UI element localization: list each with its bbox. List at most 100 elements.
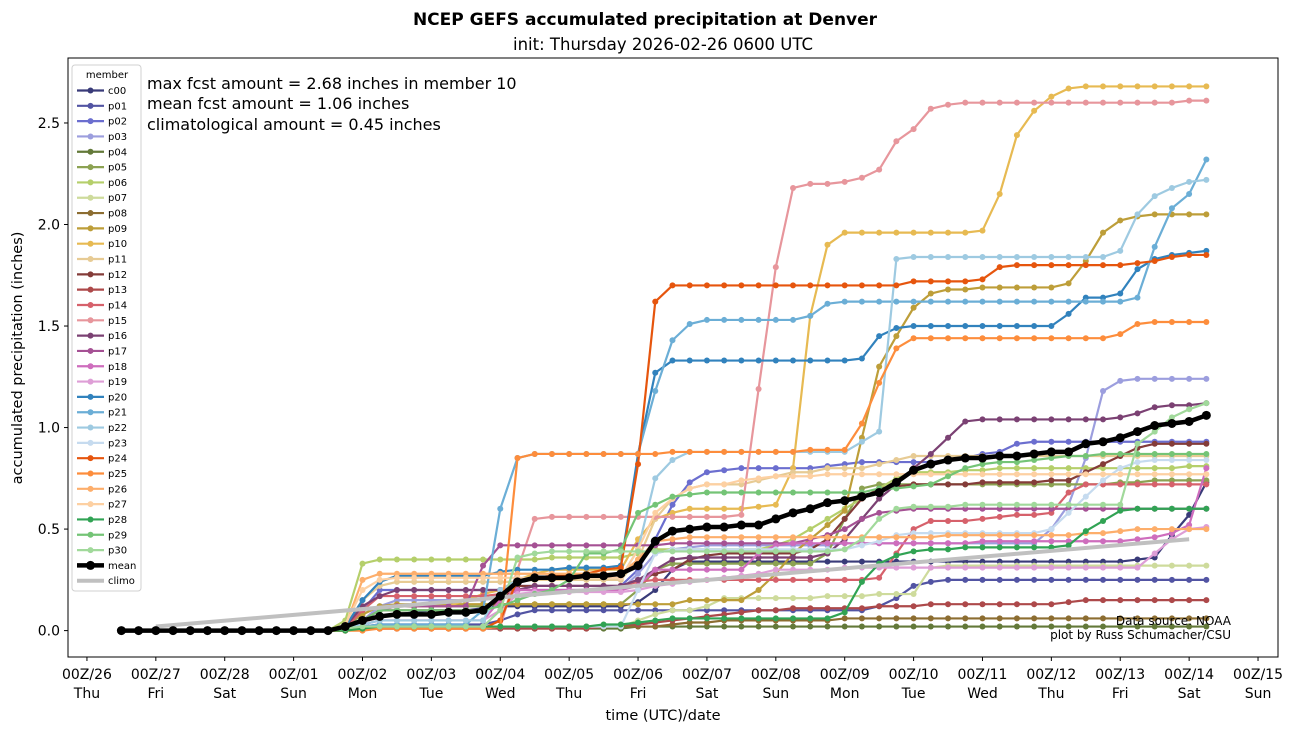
member-p24-point <box>1082 262 1089 269</box>
member-p25-point <box>1203 318 1210 325</box>
member-p17-point <box>566 542 573 549</box>
member-p04-point <box>1134 623 1141 630</box>
member-p25-point <box>600 450 607 457</box>
member-p24-point <box>686 282 693 289</box>
member-p06-point <box>1151 465 1158 472</box>
legend-label: p11 <box>108 255 127 266</box>
member-p13-point <box>1013 601 1020 608</box>
member-p11-point <box>858 465 865 472</box>
mean-point <box>754 520 764 530</box>
member-p30-point <box>445 623 452 630</box>
member-p30-point <box>548 548 555 555</box>
member-p07-point <box>772 595 779 602</box>
member-p19-point <box>617 589 624 596</box>
member-p16-point <box>1031 416 1038 423</box>
x-tick-label-time: 00Z/09 <box>820 667 870 683</box>
member-p19-point <box>1031 564 1038 571</box>
member-p26-point <box>772 534 779 541</box>
member-p02-point <box>1031 438 1038 445</box>
member-p15-point <box>876 166 883 173</box>
member-p13-point <box>945 601 952 608</box>
member-p02-point <box>738 465 745 472</box>
mean-point <box>1064 447 1074 457</box>
legend-label: p16 <box>108 331 127 342</box>
member-p03-point <box>635 570 642 577</box>
member-p17-point <box>703 540 710 547</box>
member-p03-point <box>1151 375 1158 382</box>
member-p17-point <box>514 542 521 549</box>
member-p26-point <box>962 532 969 539</box>
legend-swatch-marker <box>87 363 94 370</box>
member-p22-point <box>428 617 435 624</box>
member-p03-point <box>1117 377 1124 384</box>
member-p23-point <box>1168 457 1175 464</box>
member-p30-point <box>393 623 400 630</box>
member-p09-point <box>893 333 900 340</box>
member-p26-point <box>1151 526 1158 533</box>
member-p25-point <box>566 450 573 457</box>
mean-point <box>1029 449 1039 459</box>
member-p07-point <box>910 591 917 598</box>
member-p29-point <box>945 473 952 480</box>
member-p13-point <box>1048 601 1055 608</box>
member-p10-point <box>1082 83 1089 90</box>
member-p15-point <box>1168 99 1175 106</box>
legend-box <box>71 64 142 592</box>
x-tick-label-time: 00Z/02 <box>338 667 388 683</box>
legend-swatch-marker <box>87 547 94 554</box>
legend-entry-p21: p21 <box>77 408 127 419</box>
member-p18-point <box>1117 538 1124 545</box>
y-tick-label: 1.0 <box>38 421 60 437</box>
member-p29-point <box>910 483 917 490</box>
member-p07-point <box>807 595 814 602</box>
member-p28-point <box>652 617 659 624</box>
member-p14-point <box>1203 481 1210 488</box>
member-p16-point <box>411 586 418 593</box>
x-tick-label-time: 00Z/06 <box>613 667 663 683</box>
legend-swatch-marker <box>87 485 94 492</box>
legend-entry-p27: p27 <box>77 500 127 511</box>
x-tick-label-day: Tue <box>418 686 443 702</box>
member-p27-point <box>807 473 814 480</box>
member-p27-point <box>979 471 986 478</box>
member-p28-point <box>927 546 934 553</box>
member-p16-point <box>445 586 452 593</box>
member-p21-point <box>721 316 728 323</box>
member-p06-point <box>359 560 366 567</box>
member-p30-point <box>945 503 952 510</box>
member-p30-point <box>996 501 1003 508</box>
legend-swatch-marker <box>87 210 94 217</box>
member-p27-point <box>790 473 797 480</box>
member-p21-point <box>962 298 969 305</box>
member-p23-point <box>858 542 865 549</box>
member-p25-point <box>1117 331 1124 338</box>
member-p15-point <box>669 513 676 520</box>
legend-entry-p19: p19 <box>77 377 127 388</box>
member-p12-point <box>1013 479 1020 486</box>
member-p16-point <box>945 434 952 441</box>
member-p14-point <box>927 517 934 524</box>
member-p27-point <box>497 574 504 581</box>
legend-label: p07 <box>108 193 127 204</box>
member-p18-point <box>738 566 745 573</box>
member-p13-point <box>1117 597 1124 604</box>
member-p22-point <box>1082 253 1089 260</box>
member-p17-point <box>858 515 865 522</box>
member-p21-point <box>772 316 779 323</box>
member-p01-point <box>1134 576 1141 583</box>
legend-label: p20 <box>108 392 127 403</box>
mean-line <box>121 413 1208 633</box>
member-p14-point <box>393 593 400 600</box>
member-p16-point <box>1065 416 1072 423</box>
member-p23-point <box>1134 459 1141 466</box>
member-p13-point <box>1203 597 1210 604</box>
x-tick-label-day: Fri <box>147 686 164 702</box>
member-p13-point <box>1151 597 1158 604</box>
member-p16-point <box>790 554 797 561</box>
member-p30-point <box>514 554 521 561</box>
member-p26-point <box>721 534 728 541</box>
mean-point <box>616 569 626 579</box>
member-p09-point <box>1151 211 1158 218</box>
member-p16-point <box>996 416 1003 423</box>
member-p13-point <box>893 603 900 610</box>
